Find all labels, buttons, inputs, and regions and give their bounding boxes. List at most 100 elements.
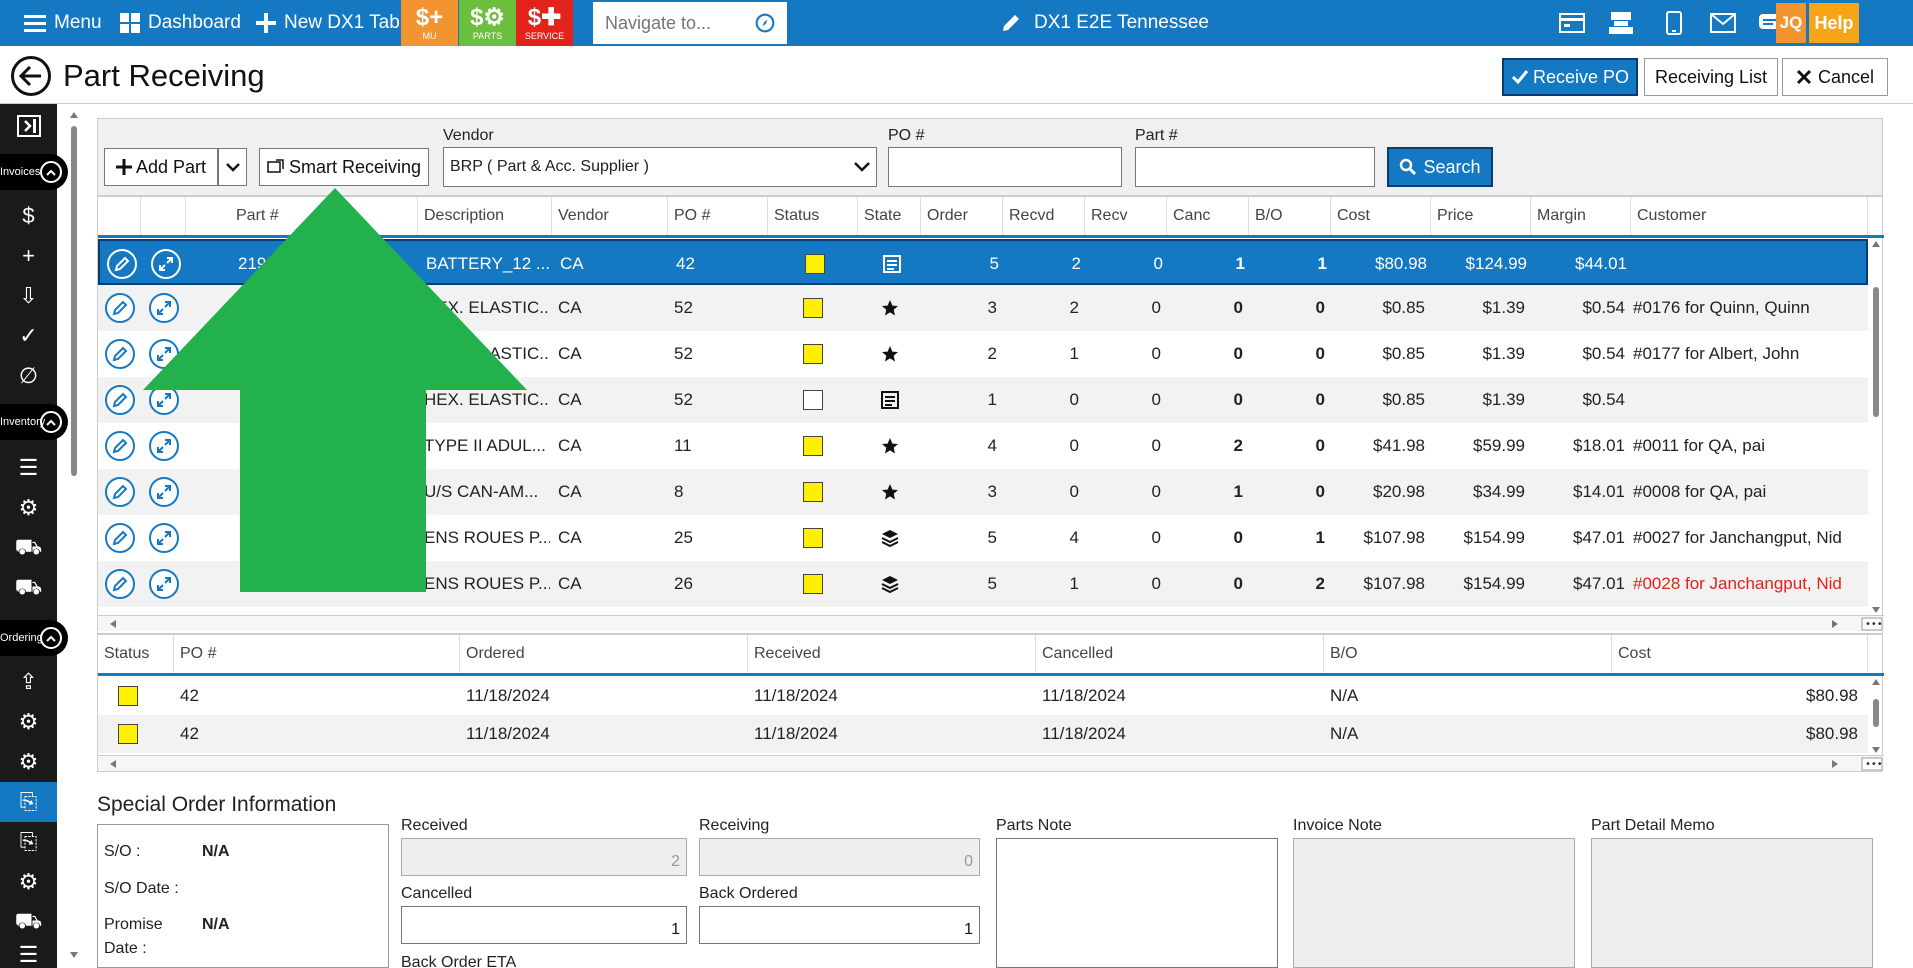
sub-vscrollbar[interactable] bbox=[1870, 677, 1882, 755]
expand-icon[interactable] bbox=[149, 477, 179, 507]
table-row[interactable]: HEX. ELASTIC... CA 52 2 1 0 0 0 $0.85 $1.39 $0.54 #… bbox=[98, 331, 1868, 377]
expand-icon[interactable] bbox=[149, 339, 179, 369]
receiving-list-button[interactable]: Receiving List bbox=[1644, 58, 1778, 96]
parts-note-textarea[interactable] bbox=[996, 838, 1278, 968]
grid-header-cost[interactable]: Cost bbox=[1331, 197, 1431, 235]
edit-icon[interactable] bbox=[105, 569, 135, 599]
table-row[interactable]: TYPE II ADUL... CA 11 4 0 0 2 0 $41.98 $59.99 $18.… bbox=[98, 423, 1868, 469]
cart-gear-icon[interactable]: ⛟ bbox=[14, 573, 43, 599]
tile-service[interactable]: $✚ SERVICE bbox=[516, 0, 573, 46]
cashier-icon[interactable] bbox=[1606, 8, 1636, 38]
cart-icon[interactable]: ⛟ bbox=[14, 533, 43, 559]
compass-icon[interactable] bbox=[755, 11, 775, 35]
grid-header-recv[interactable]: Recv bbox=[1085, 197, 1167, 235]
navigate-box[interactable] bbox=[593, 2, 787, 44]
sub-hscrollbar[interactable]: ••• bbox=[98, 755, 1884, 771]
grid-header-canc[interactable]: Canc bbox=[1167, 197, 1249, 235]
sub-header-ordered[interactable]: Ordered bbox=[460, 635, 748, 673]
expand-icon[interactable] bbox=[149, 385, 179, 415]
part-receiving-icon[interactable]: ⎘ bbox=[0, 782, 57, 822]
mail-icon[interactable] bbox=[1708, 8, 1738, 38]
grid-header-description[interactable]: Description bbox=[418, 197, 552, 235]
sub-header-cost[interactable]: Cost bbox=[1612, 635, 1868, 673]
expand-icon[interactable] bbox=[149, 523, 179, 553]
sidebar-section-inventory[interactable]: Inventory bbox=[0, 404, 68, 440]
expand-icon[interactable] bbox=[149, 569, 179, 599]
table-row[interactable]: U/S CAN-AM... CA 8 3 0 0 1 0 $20.98 $34.99 $14.01 #… bbox=[98, 469, 1868, 515]
grid-header-status[interactable]: Status bbox=[768, 197, 858, 235]
smart-receiving-button[interactable]: Smart Receiving bbox=[259, 148, 429, 186]
void-icon[interactable]: ∅ bbox=[18, 363, 39, 388]
cancel-button[interactable]: Cancel bbox=[1782, 58, 1888, 96]
receive-po-button[interactable]: Receive PO bbox=[1502, 58, 1638, 96]
menu-button[interactable]: Menu bbox=[24, 0, 102, 46]
collapse-sidebar-icon[interactable] bbox=[0, 106, 57, 146]
dollar-icon[interactable]: $ bbox=[22, 203, 35, 228]
sidebar-section-invoices[interactable]: Invoices bbox=[0, 154, 68, 190]
store-icon[interactable] bbox=[1557, 8, 1587, 38]
grid-header-order[interactable]: Order bbox=[921, 197, 1003, 235]
chat-icon[interactable] bbox=[1755, 8, 1785, 38]
edit-icon[interactable] bbox=[105, 339, 135, 369]
edit-icon[interactable] bbox=[107, 249, 137, 279]
table-row[interactable]: ENS ROUES P... CA 26 5 1 0 0 2 $107.98 $154.99 $47… bbox=[98, 561, 1868, 607]
checklist-icon[interactable]: ☰ bbox=[18, 455, 39, 480]
grid-header-part[interactable]: Part # bbox=[230, 197, 418, 235]
order-settings-icon[interactable]: ⚙ bbox=[18, 749, 39, 774]
sub-header-po[interactable]: PO # bbox=[174, 635, 460, 673]
add-part-dropdown[interactable] bbox=[218, 148, 247, 186]
list-item[interactable]: 42 11/18/2024 11/18/2024 11/18/2024 N/A $80.9… bbox=[98, 677, 1868, 715]
add-part-button[interactable]: Add Part bbox=[104, 148, 218, 186]
edit-icon[interactable] bbox=[105, 477, 135, 507]
new-tab-button[interactable]: New DX1 Tab bbox=[256, 0, 400, 46]
back-ordered-field[interactable]: 1 bbox=[699, 906, 980, 944]
sub-header-received[interactable]: Received bbox=[748, 635, 1036, 673]
list-item[interactable]: 42 11/18/2024 11/18/2024 11/18/2024 N/A $80.9… bbox=[98, 715, 1868, 753]
sub-header-cancelled[interactable]: Cancelled bbox=[1036, 635, 1324, 673]
receiving-gear-icon[interactable]: ⚙ bbox=[18, 869, 39, 894]
main-scrollbar[interactable] bbox=[68, 110, 80, 960]
sub-header-bo[interactable]: B/O bbox=[1324, 635, 1612, 673]
vendor-select[interactable]: BRP ( Part & Acc. Supplier ) bbox=[443, 147, 877, 187]
expand-icon[interactable] bbox=[149, 293, 179, 323]
table-row[interactable]: ENS ROUES P... CA 25 5 4 0 0 1 $107.98 $154.99 $47… bbox=[98, 515, 1868, 561]
user-avatar[interactable]: JQ bbox=[1776, 3, 1806, 43]
sub-header-status[interactable]: Status bbox=[98, 635, 174, 673]
grid-header-po[interactable]: PO # bbox=[668, 197, 768, 235]
parts-gear-icon[interactable]: ⚙ bbox=[18, 495, 39, 520]
mobile-icon[interactable] bbox=[1659, 8, 1689, 38]
navigate-input[interactable] bbox=[605, 12, 755, 34]
help-button[interactable]: Help bbox=[1809, 3, 1859, 43]
order-gear-icon[interactable]: ⚙ bbox=[18, 709, 39, 734]
expand-icon[interactable] bbox=[151, 249, 181, 279]
grid-header-vendor[interactable]: Vendor bbox=[552, 197, 668, 235]
checkmark-icon[interactable]: ✓ bbox=[19, 323, 38, 348]
dashboard-button[interactable]: Dashboard bbox=[120, 0, 241, 46]
table-row[interactable]: HEX. ELASTIC... CA 52 1 0 0 0 0 $0.85 $1.39 $0.54 bbox=[98, 377, 1868, 423]
edit-icon[interactable] bbox=[105, 523, 135, 553]
po-input[interactable] bbox=[888, 147, 1122, 187]
export-icon[interactable]: ⇪ bbox=[19, 669, 38, 694]
back-button[interactable] bbox=[11, 56, 51, 96]
cash-drawer-icon[interactable]: ⇩ bbox=[19, 283, 38, 308]
expand-icon[interactable] bbox=[149, 431, 179, 461]
cancelled-field[interactable]: 1 bbox=[401, 906, 687, 944]
grid-vscrollbar[interactable] bbox=[1870, 239, 1882, 615]
dealer-title[interactable]: DX1 E2E Tennessee bbox=[1000, 0, 1209, 46]
more-list-icon[interactable]: ☰ bbox=[18, 942, 39, 967]
sidebar-section-ordering[interactable]: Ordering bbox=[0, 620, 68, 656]
edit-icon[interactable] bbox=[105, 385, 135, 415]
edit-icon[interactable] bbox=[105, 293, 135, 323]
tile-parts[interactable]: $⚙ PARTS bbox=[459, 0, 516, 46]
grid-hscrollbar[interactable]: ••• bbox=[98, 615, 1884, 631]
table-row[interactable]: 219 BATTERY_12 ... CA 42 5 2 0 1 1 $80.98 $124.99 $… bbox=[98, 239, 1868, 285]
edit-icon[interactable] bbox=[105, 431, 135, 461]
search-button[interactable]: Search bbox=[1387, 147, 1493, 187]
grid-header-margin[interactable]: Margin bbox=[1531, 197, 1631, 235]
grid-header-customer[interactable]: Customer bbox=[1631, 197, 1868, 235]
grid-header-recvd[interactable]: Recvd bbox=[1003, 197, 1085, 235]
tile-mu[interactable]: $+ MU bbox=[401, 0, 458, 46]
truck-icon[interactable]: ⛟ bbox=[14, 907, 43, 933]
table-row[interactable]: HEX. ELASTIC... CA 52 3 2 0 0 0 $0.85 $1.39 $0.54 #… bbox=[98, 285, 1868, 331]
part-number-input[interactable] bbox=[1135, 147, 1375, 187]
